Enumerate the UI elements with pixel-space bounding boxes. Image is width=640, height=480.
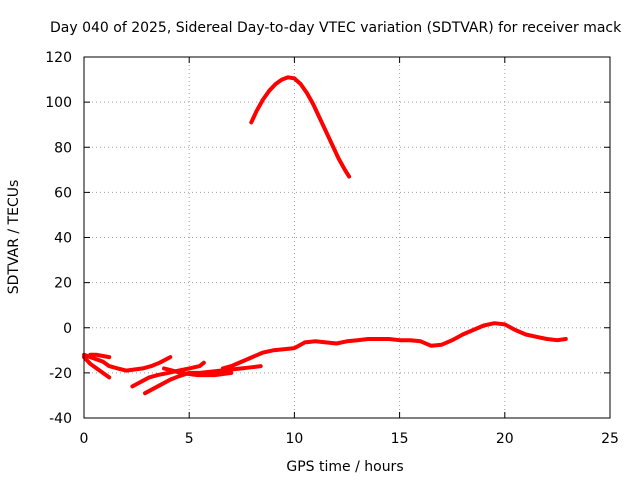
y-tick-label: -40: [49, 411, 72, 427]
chart-title: Day 040 of 2025, Sidereal Day-to-day VTE…: [50, 20, 622, 36]
series-arc-low-a: [82, 352, 173, 373]
series-layer: [82, 75, 568, 396]
series-arc-low-c: [88, 352, 112, 360]
ticks: [83, 56, 611, 419]
grid: [84, 57, 610, 418]
series-arc-low-f: [162, 366, 234, 378]
y-tick-label: -20: [49, 366, 72, 382]
x-tick-labels: 0 5 10 15 20 25: [80, 431, 619, 447]
y-tick-label: 100: [45, 95, 72, 111]
x-tick-label: 20: [496, 431, 514, 447]
y-tick-label: 80: [54, 140, 72, 156]
y-tick-label: 0: [63, 321, 72, 337]
x-tick-label: 0: [80, 431, 89, 447]
x-axis-label: GPS time / hours: [286, 459, 403, 475]
y-tick-label: 120: [45, 50, 72, 66]
x-tick-label: 5: [185, 431, 194, 447]
series-arc-low-d: [130, 360, 206, 389]
series-arc-high: [249, 75, 352, 179]
y-tick-labels: -40 -20 0 20 40 60 80 100 120: [45, 50, 72, 427]
series-arc-long: [220, 321, 568, 371]
y-tick-label: 60: [54, 185, 72, 201]
series-arc-low-b: [82, 355, 112, 380]
x-tick-label: 15: [391, 431, 409, 447]
y-axis-label: SDTVAR / TECUs: [6, 180, 22, 295]
y-tick-label: 40: [54, 231, 72, 247]
x-tick-label: 25: [601, 431, 619, 447]
x-tick-label: 10: [285, 431, 303, 447]
y-tick-label: 20: [54, 276, 72, 292]
series-arc-low-e: [143, 370, 192, 396]
plot-frame: [83, 56, 611, 419]
series-arc-low-g: [187, 364, 263, 375]
